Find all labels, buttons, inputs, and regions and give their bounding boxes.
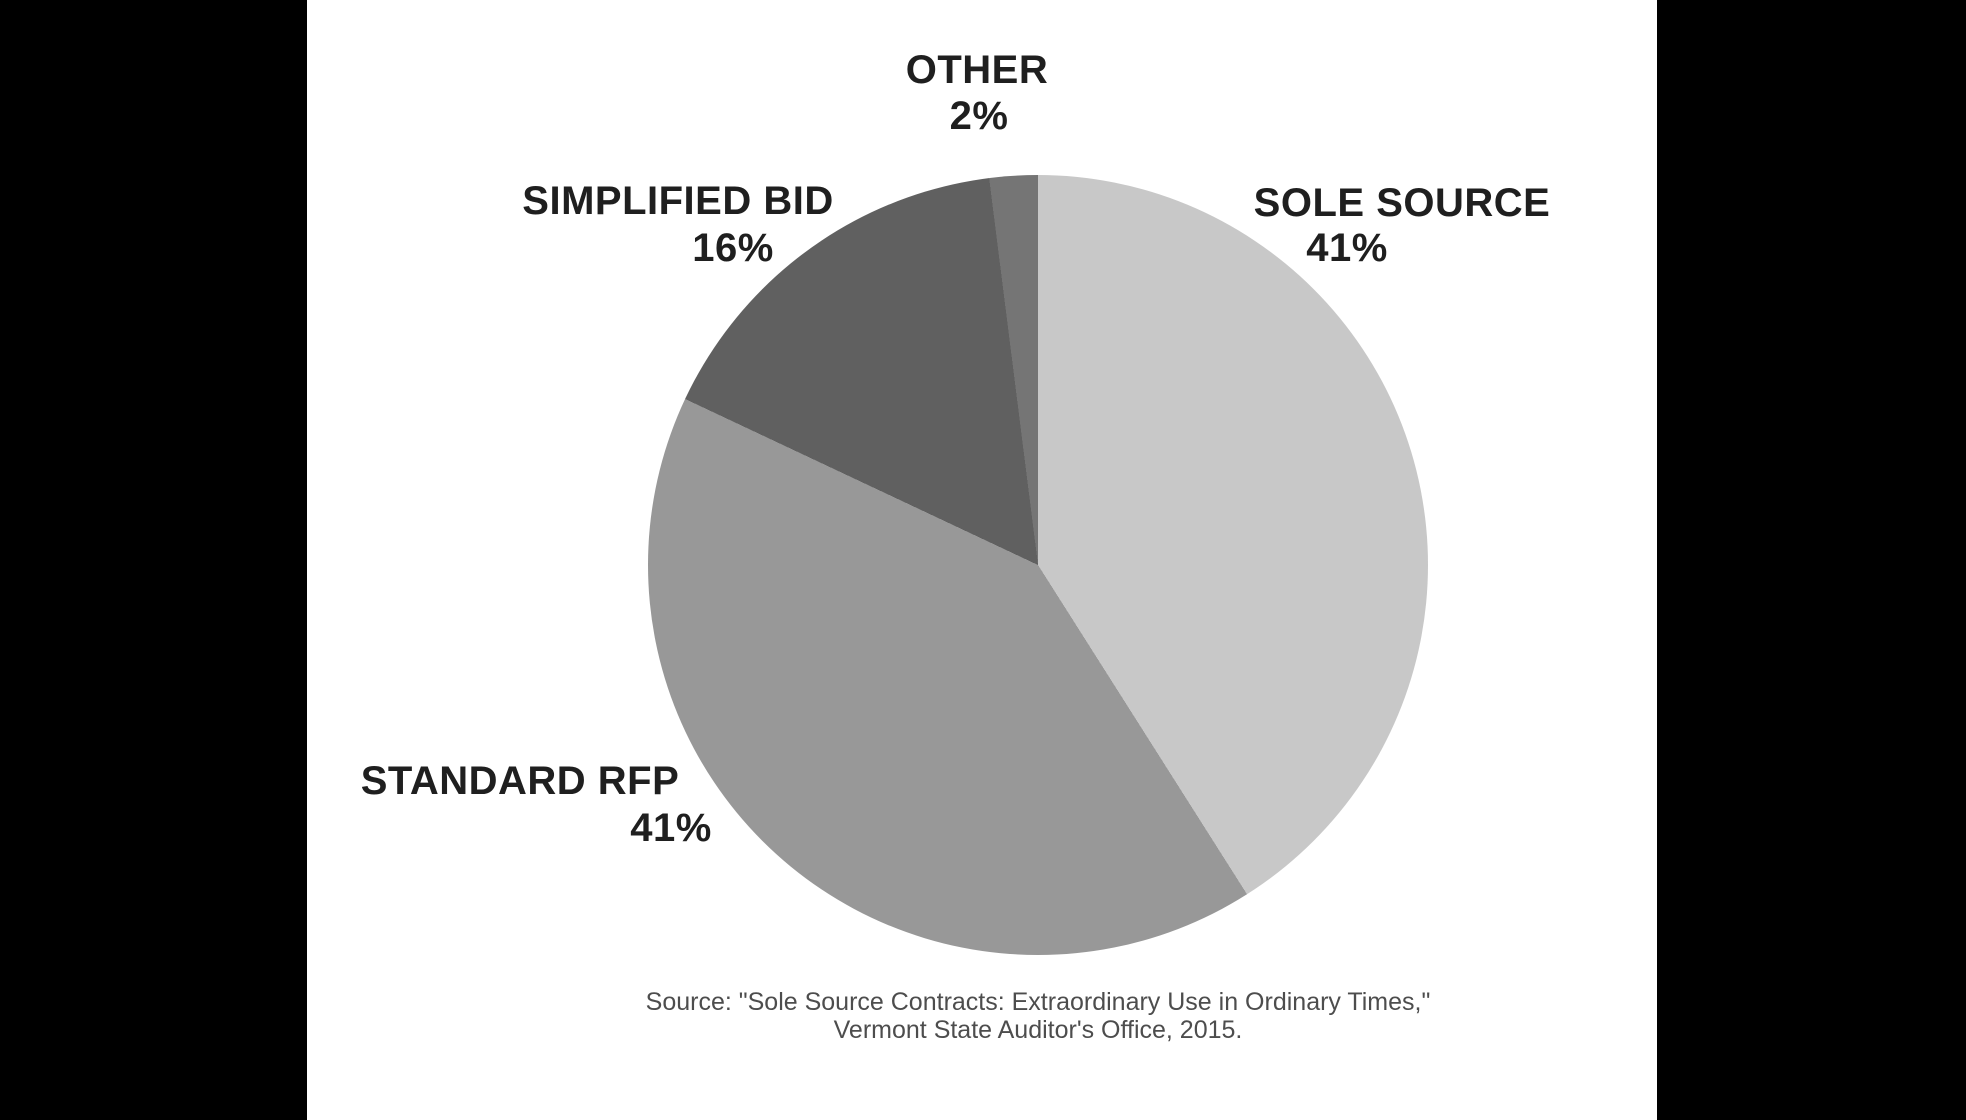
slice-label-other: OTHER xyxy=(905,48,1049,92)
slice-percent-standard-rfp: 41% xyxy=(630,806,712,850)
slice-percent-simplified-bid: 16% xyxy=(692,226,774,270)
source-citation: Source: "Sole Source Contracts: Extraord… xyxy=(646,988,1431,1044)
slice-label-simplified-bid: SIMPLIFIED BID xyxy=(522,179,834,223)
slice-label-sole-source: SOLE SOURCE xyxy=(1253,181,1551,225)
chart-canvas: OTHER 2% SOLE SOURCE 41% SIMPLIFIED BID … xyxy=(307,0,1657,1120)
slice-percent-sole-source: 41% xyxy=(1306,226,1388,270)
source-citation-line1: Source: "Sole Source Contracts: Extraord… xyxy=(645,988,1431,1016)
source-citation-line2: Vermont State Auditor's Office, 2015. xyxy=(833,1016,1243,1044)
pie-chart xyxy=(648,175,1428,955)
slice-label-standard-rfp: STANDARD RFP xyxy=(360,759,680,803)
slice-percent-other: 2% xyxy=(949,94,1009,138)
